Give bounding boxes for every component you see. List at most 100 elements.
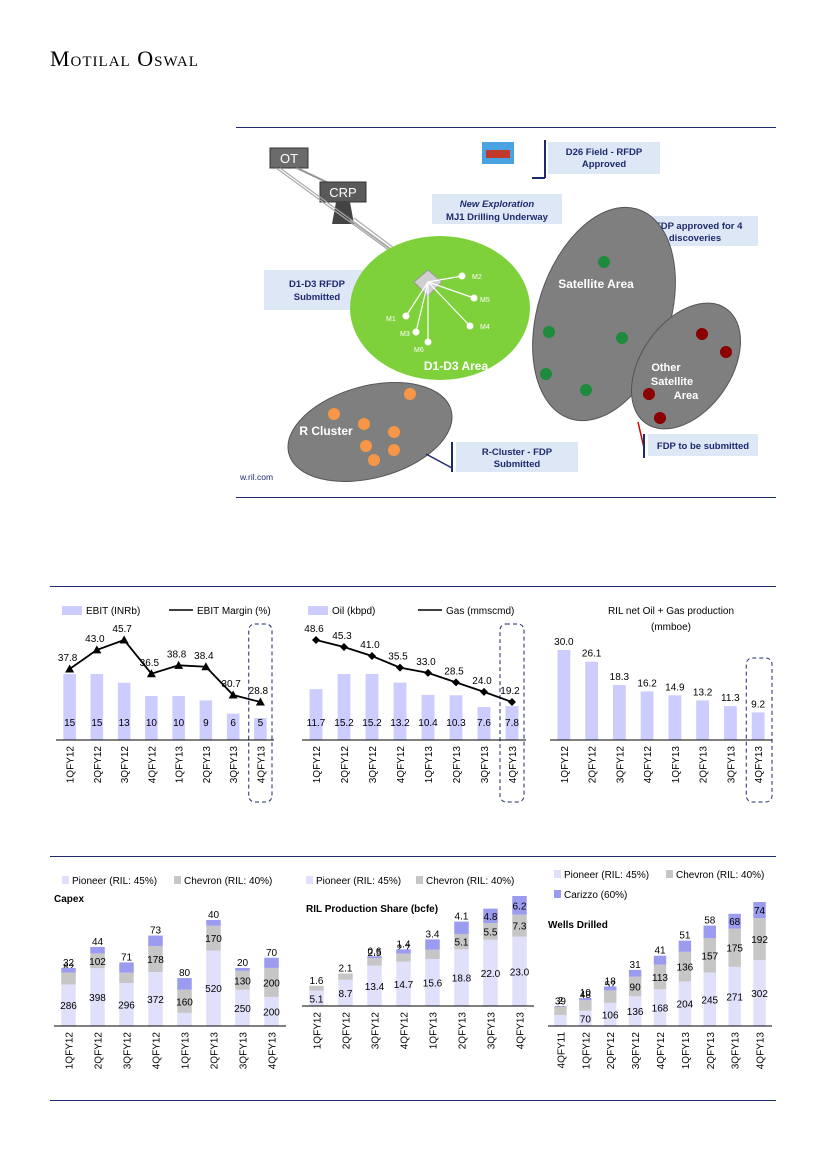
chart-prodshare-seg-2-6 [483, 908, 498, 924]
chart-oilgas-tick-5: 2QFY13 [452, 746, 463, 784]
chart-capex-seg-0-2 [119, 983, 134, 1026]
chart-prodshare-seg-1-2 [367, 958, 382, 966]
chart-wells-seg-label-1-4: 113 [652, 973, 668, 984]
chart-wells-seg-1-6 [703, 938, 716, 973]
chart-capex-seg-0-1 [90, 968, 105, 1026]
chart-capex-seg-label-0-0: 286 [60, 1001, 77, 1012]
chart-wells-seg-2-4 [653, 955, 667, 965]
chart-wells-seg-label-1-8: 192 [751, 935, 768, 946]
ot-label: OT [280, 151, 298, 166]
chart-prodshare-seg-label-1-7: 7.3 [513, 922, 527, 933]
chart-ebit-point-4 [174, 660, 184, 669]
chart-netprod-highlight-box [745, 657, 773, 803]
chart-wells-seg-0-5 [678, 981, 692, 1026]
chart-oilgas-line-label-2: 41.0 [360, 640, 380, 651]
chart-wells-seg-1-8 [753, 918, 766, 961]
chart-prodshare-seg-0-0 [309, 990, 324, 1006]
chart-prodshare-seg-label-0-7: 23.0 [510, 967, 530, 978]
chart-wells-seg-label-2-2: 18 [605, 976, 617, 987]
chart-wells-seg-label-0-7: 271 [726, 992, 743, 1003]
d1d3-area [350, 236, 530, 380]
chart-capex-seg-label-0-5: 520 [205, 984, 222, 995]
chart-capex-seg-label-1-7: 200 [263, 978, 280, 989]
chart-wells-tick-8: 4QFY13 [756, 1032, 767, 1070]
chart-capex-tick-3: 4QFY12 [152, 1032, 163, 1070]
chart-wells-legend-2: Carizzo (60%) [564, 890, 627, 901]
chart-prodshare-seg-1-0 [309, 985, 324, 991]
chart-ebit-bar-2 [117, 682, 131, 740]
chart-wells-seg-label-0-3: 136 [627, 1007, 644, 1018]
chart-prodshare-seg-1-5 [454, 933, 469, 950]
chart-ebit-point-1 [92, 645, 102, 654]
chart-capex-tick-7: 4QFY13 [268, 1032, 279, 1070]
chart-prodshare-seg-label-0-1: 8.7 [339, 989, 353, 1000]
svg-text:OFDP approved for 4: OFDP approved for 4 [648, 221, 744, 232]
chart-oilgas-tick-3: 4QFY12 [396, 746, 407, 784]
chart-capex-seg-1-1 [90, 953, 105, 969]
chart-ebit-bar-7 [254, 718, 267, 740]
chart-capex-seg-1-7 [264, 967, 279, 997]
chart-oilgas-point-7 [508, 698, 516, 706]
chart-prodshare-tick-3: 4QFY12 [400, 1012, 411, 1050]
chart-prodshare-seg-1-6 [483, 923, 498, 940]
row1-top-rule [50, 586, 776, 587]
chart-prodshare-title: RIL Production Share (bcfe) [306, 904, 438, 915]
chart-ebit-bar-label-4: 10 [173, 718, 185, 729]
chart-prodshare-seg-label-0-2: 13.4 [365, 982, 385, 993]
svg-text:R Cluster: R Cluster [299, 424, 353, 438]
chart-ebit-bar-label-3: 10 [146, 718, 158, 729]
chart-capex-seg-label-2-4: 80 [179, 968, 191, 979]
chart-oilgas-bar-label-4: 10.4 [418, 718, 438, 729]
chart-wells-tick-1: 1QFY12 [581, 1032, 592, 1070]
chart-netprod-bar-5 [696, 700, 710, 740]
chart-oilgas-point-1 [340, 642, 348, 651]
chart-wells-seg-label-1-5: 136 [677, 963, 694, 974]
chart-wells-tick-5: 1QFY13 [681, 1032, 692, 1070]
chart-prodshare-seg-label-0-6: 22.0 [481, 969, 501, 980]
chart-wells-legend-0: Pioneer (RIL: 45%) [564, 870, 649, 881]
chart-netprod-tick-1: 2QFY12 [588, 746, 599, 784]
chart-capex-seg-label-2-7: 70 [266, 948, 278, 959]
chart-wells-seg-1-5 [678, 951, 692, 982]
chart-prodshare-seg-label-0-4: 15.6 [423, 978, 443, 989]
chart-capex-seg-1-0 [61, 972, 76, 985]
chart-ebit-line-label-1: 43.0 [85, 634, 105, 645]
chart-ebit-line-label-2: 45.7 [112, 624, 132, 635]
chart-ebit-bar-label-5: 9 [203, 718, 209, 729]
chart-prodshare-seg-label-1-5: 5.1 [455, 938, 469, 949]
chart-capex-seg-2-3 [148, 935, 163, 947]
chart-oilgas-bar-label-1: 15.2 [334, 718, 354, 729]
row2-top-rule [50, 856, 776, 857]
chart-ebit-tick-3: 4QFY12 [147, 746, 158, 784]
chart-oilgas-bar-4 [421, 694, 435, 740]
svg-text:D26 Field - RFDP: D26 Field - RFDP [566, 147, 643, 158]
chart-capex-seg-0-0 [61, 984, 76, 1026]
chart-prodshare-legend-swatch-0 [306, 876, 313, 884]
chart-wells-seg-0-3 [628, 996, 642, 1026]
chart-prodshare-seg-2-7 [512, 896, 527, 915]
chart-ebit-tick-1: 2QFY12 [93, 746, 104, 784]
svg-text:discoveries: discoveries [669, 233, 721, 244]
chart-ebit-bar-6 [226, 713, 240, 740]
chart-capex-title: Capex [54, 894, 84, 905]
chart-capex-seg-label-2-6: 20 [237, 958, 249, 969]
svg-text:Approved: Approved [582, 159, 627, 170]
chart-capex-seg-2-7 [264, 957, 279, 968]
fdp-submit-callout [648, 434, 758, 456]
svg-text:FDP to be submitted: FDP to be submitted [657, 441, 749, 452]
chart-ebit-line-label-5: 38.4 [194, 651, 214, 662]
chart-capex-seg-1-4 [177, 989, 192, 1013]
chart-ebit-line-label-6: 30.7 [221, 679, 241, 690]
chart-capex-legend-0: Pioneer (RIL: 45%) [72, 876, 157, 887]
chart-oilgas-point-0 [312, 636, 320, 644]
chart-prodshare-seg-0-7 [512, 936, 527, 1006]
chart-netprod-bar-4 [668, 695, 682, 740]
chart-prodshare-seg-label-2-6: 4.8 [484, 912, 498, 923]
chart-wells-seg-0-1 [579, 1010, 592, 1026]
chart-oilgas-point-6 [480, 687, 488, 696]
chart-capex-seg-1-6 [235, 970, 250, 990]
chart-wells-seg-2-3 [628, 969, 642, 977]
chart-ebit-bar-1 [90, 674, 104, 740]
svg-text:New Exploration: New Exploration [460, 199, 535, 210]
chart-ebit-legend-bar-swatch [62, 606, 82, 615]
